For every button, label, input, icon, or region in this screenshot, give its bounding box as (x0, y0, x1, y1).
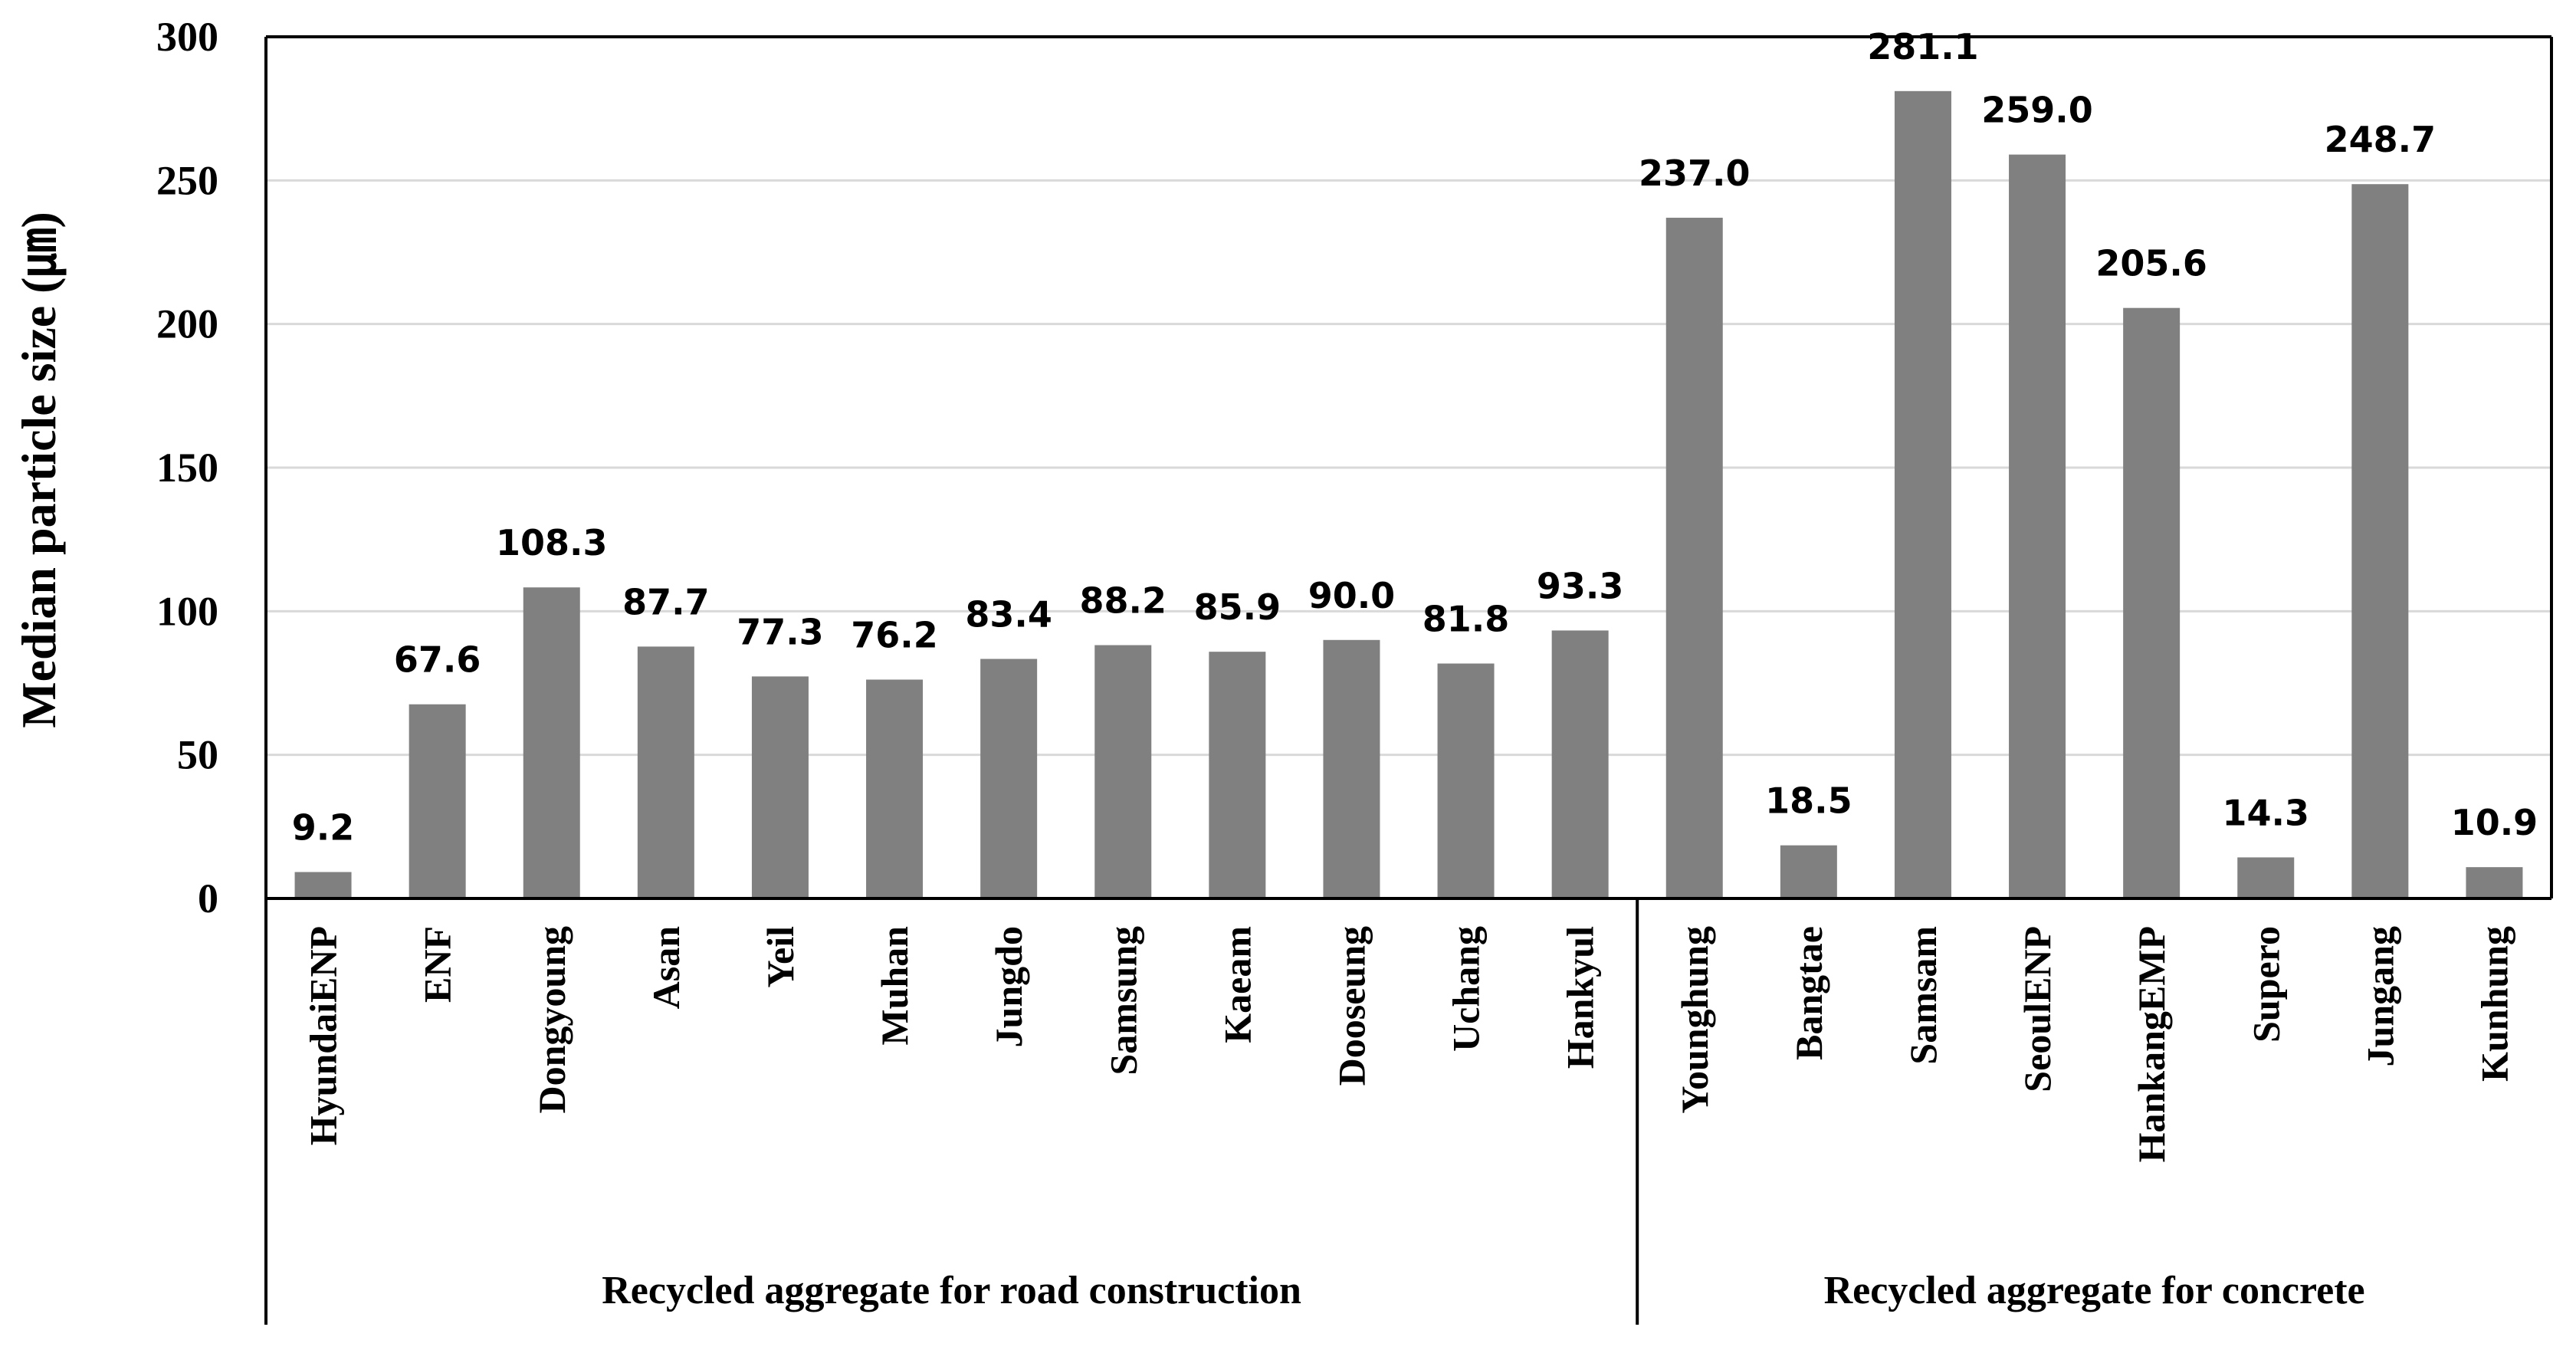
data-label: 237.0 (1639, 153, 1751, 194)
bar-younghung (1665, 218, 1723, 898)
data-label: 108.3 (496, 522, 608, 563)
data-label: 281.1 (1867, 26, 1979, 67)
y-tick-label: 50 (177, 732, 218, 778)
bar-jungang (2351, 184, 2409, 899)
bar-hankyul (1551, 630, 1609, 898)
bar-kaeam (1209, 652, 1266, 898)
bar-samsam (1894, 90, 1951, 898)
data-labels: 9.2 67.6 108.3 87.7 77.3 76.2 83.4 88.2 85.9 90.0… (292, 26, 2538, 849)
data-label: 87.7 (622, 581, 710, 622)
y-tick-labels: 0 50 100 150 200 250 300 (156, 14, 218, 921)
category-label: Muhan (873, 926, 916, 1046)
bars (294, 90, 2523, 899)
data-label: 85.9 (1194, 586, 1281, 628)
data-label: 93.3 (1537, 565, 1624, 606)
data-label: 83.4 (965, 594, 1052, 636)
category-label: HyundaiENP (302, 926, 345, 1145)
data-label: 81.8 (1423, 599, 1510, 640)
data-label: 205.6 (2095, 243, 2207, 284)
category-label: Asan (645, 926, 687, 1010)
group-label: Recycled aggregate for road construction (602, 1269, 1301, 1312)
category-label: Uchang (1445, 926, 1488, 1052)
bar-dongyoung (523, 587, 580, 898)
category-label: Kunhung (2473, 926, 2515, 1082)
bar-hankangemp (2123, 307, 2181, 899)
category-label: Samsam (1902, 926, 1944, 1065)
group-label: Recycled aggregate for concrete (1824, 1269, 2365, 1312)
y-tick-label: 250 (156, 157, 218, 203)
bar-bangtae (1780, 845, 1837, 898)
data-label: 10.9 (2451, 802, 2538, 843)
data-label: 67.6 (394, 639, 481, 681)
category-label: HankangEMP (2130, 926, 2173, 1162)
data-label: 18.5 (1765, 780, 1852, 822)
bar-asan (637, 646, 694, 898)
category-label: Samsung (1101, 926, 1144, 1076)
group-labels: Recycled aggregate for road construction… (602, 1269, 2364, 1312)
bar-supero (2237, 857, 2295, 898)
axes (264, 35, 2553, 1325)
category-label: ENF (416, 926, 459, 1003)
data-label: 9.2 (292, 807, 355, 849)
bar-uchang (1437, 663, 1495, 898)
bar-samsung (1094, 645, 1152, 898)
bar-enf (409, 704, 466, 898)
bar-dooseung (1323, 639, 1380, 898)
category-label: Supero (2244, 926, 2287, 1043)
category-labels: HyundaiENP ENF Dongyoung Asan Yeil Muhan Jungd… (302, 926, 2516, 1163)
category-label: Jungang (2358, 926, 2401, 1066)
data-label: 90.0 (1308, 575, 1396, 616)
y-tick-label: 300 (156, 14, 218, 60)
category-label: Hankyul (1559, 926, 1602, 1069)
data-label: 76.2 (851, 615, 938, 656)
bar-jungdo (980, 659, 1038, 898)
category-label: Kaeam (1216, 926, 1258, 1043)
data-label: 88.2 (1080, 580, 1167, 622)
bar-yeil (751, 676, 809, 898)
category-label: Bangtae (1787, 926, 1830, 1060)
gridlines (266, 35, 2551, 757)
data-label: 77.3 (737, 611, 824, 652)
category-label: Yeil (759, 926, 802, 988)
y-axis-title: Median particle size (㎛) (11, 212, 67, 728)
category-label: Dooseung (1330, 926, 1373, 1086)
y-tick-label: 150 (156, 445, 218, 491)
y-tick-label: 0 (198, 875, 218, 921)
category-label: Younghung (1673, 926, 1716, 1114)
bar-kunhung (2466, 867, 2523, 898)
data-label: 248.7 (2325, 119, 2437, 160)
bar-hyundaienp (294, 872, 352, 898)
bar-muhan (866, 679, 924, 898)
category-label: Jungdo (987, 926, 1030, 1047)
bar-seoulenp (2009, 154, 2066, 898)
data-label: 14.3 (2223, 792, 2310, 833)
data-label: 259.0 (1981, 90, 2093, 131)
y-tick-label: 100 (156, 588, 218, 634)
category-label: Dongyoung (530, 926, 573, 1114)
y-tick-label: 200 (156, 301, 218, 347)
category-label: SeoulENP (2016, 926, 2059, 1092)
